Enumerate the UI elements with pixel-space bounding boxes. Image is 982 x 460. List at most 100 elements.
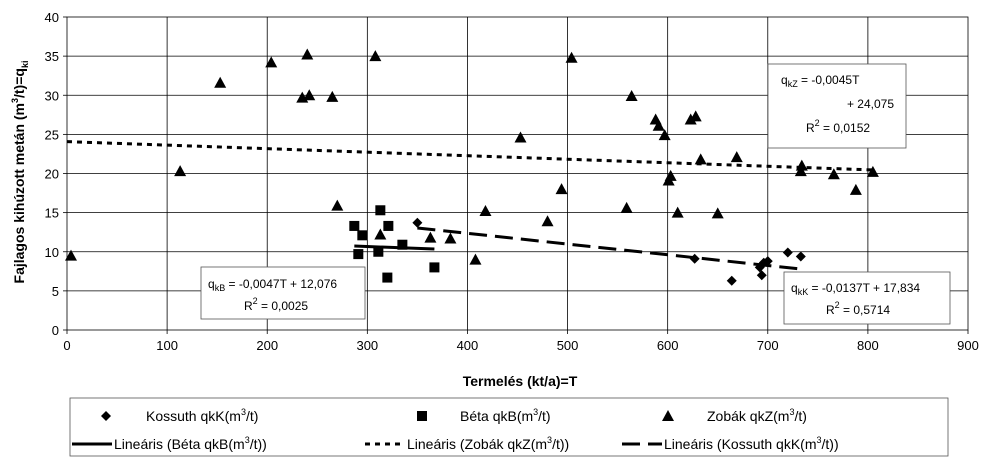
- square-point: [383, 220, 394, 231]
- svg-text:R2 = 0,0025: R2 = 0,0025: [244, 296, 308, 313]
- legend: Kossuth qkK(m3/t) Béta qkB(m3/t) Zobák qkZ…: [69, 397, 949, 457]
- legend-label: Zobák qkZ(m3/t): [707, 407, 807, 424]
- triangle-point: [369, 50, 382, 62]
- ann-kossuth-r2: = 0,5714: [840, 303, 891, 317]
- triangle-point: [444, 232, 457, 244]
- x-tick-label: 100: [156, 338, 178, 353]
- y-tick-label: 30: [45, 88, 59, 103]
- triangle-point: [652, 119, 665, 131]
- triangle-point: [514, 131, 527, 143]
- annotation-zobak: qkZ = -0,0045T + 24,075 R2 = 0,0152: [767, 63, 907, 149]
- diamond-point: [412, 217, 423, 228]
- y-tick-label: 5: [52, 284, 59, 299]
- svg-text:Fajlagos kihúzott metán (m3/t): Fajlagos kihúzott metán (m3/t)=qki: [10, 61, 30, 284]
- diamond-point: [762, 256, 773, 267]
- square-point: [373, 246, 384, 257]
- svg-text:qkB = -0,0047T + 12,076: qkB = -0,0047T + 12,076: [208, 277, 337, 293]
- triangle-point: [541, 215, 554, 227]
- square-point: [397, 239, 408, 250]
- legend-label: Lineáris (Kossuth qkK(m3/t)): [664, 435, 839, 452]
- legend-label: Kossuth qkK(m3/t): [146, 407, 258, 424]
- legend-label: Lineáris (Zobák qkZ(m3/t)): [407, 435, 569, 452]
- x-axis-title-text: Termelés (kt/a)=T: [463, 373, 578, 389]
- triangle-point: [849, 183, 862, 195]
- y-tick-label: 40: [45, 10, 59, 25]
- y-tick-label: 10: [45, 245, 59, 260]
- square-point: [349, 220, 360, 231]
- ann-beta-eq: = -0,0047T + 12,076: [225, 277, 337, 291]
- triangle-point: [684, 113, 697, 125]
- legend-label: Lineáris (Béta qkB(m3/t)): [114, 435, 267, 452]
- square-point: [429, 262, 440, 273]
- trendline-dotted: [66, 140, 873, 172]
- triangle-point: [174, 165, 187, 177]
- triangle-point: [866, 165, 879, 177]
- diamond-point: [756, 270, 767, 281]
- x-axis-title: Termelés (kt/a)=T: [463, 373, 578, 389]
- triangle-point: [214, 76, 227, 88]
- triangle-point: [65, 249, 78, 261]
- svg-text:R2 = 0,0152: R2 = 0,0152: [806, 118, 870, 135]
- x-tick-label: 0: [63, 338, 70, 353]
- diamond-point: [782, 247, 793, 258]
- triangle-point: [827, 168, 840, 180]
- triangle-point: [711, 207, 724, 219]
- triangle-point: [694, 153, 707, 165]
- ann-zobak-line2: + 24,075: [847, 97, 894, 111]
- triangle-point: [658, 129, 671, 141]
- y-tick-label: 35: [45, 49, 59, 64]
- svg-text:R2 = 0,5714: R2 = 0,5714: [826, 300, 890, 317]
- triangle-point: [374, 228, 387, 240]
- square-point: [357, 230, 368, 241]
- square-point: [353, 249, 364, 260]
- triangle-point: [424, 231, 437, 243]
- x-tick-label: 700: [757, 338, 779, 353]
- annotation-kossuth: qkK = -0,0137T + 17,834 R2 = 0,5714: [783, 271, 951, 325]
- square-point: [375, 205, 386, 216]
- ann-beta-r2: = 0,0025: [258, 299, 309, 313]
- triangle-point: [664, 169, 677, 181]
- triangle-point: [565, 51, 578, 63]
- y-tick-label: 15: [45, 206, 59, 221]
- legend-marker-triangle: [662, 410, 674, 421]
- triangle-point: [555, 183, 568, 195]
- legend-label: Béta qkB(m3/t): [460, 407, 551, 424]
- annotation-beta: qkB = -0,0047T + 12,076 R2 = 0,0025: [200, 266, 366, 320]
- triangle-point: [625, 90, 638, 102]
- legend-marker-diamond: [101, 411, 111, 421]
- axes: [63, 16, 969, 334]
- x-tick-label: 200: [256, 338, 278, 353]
- triangle-point: [620, 201, 633, 213]
- triangle-point: [479, 205, 492, 217]
- x-tick-label: 900: [957, 338, 979, 353]
- triangle-point: [326, 90, 339, 102]
- diamond-point: [689, 253, 700, 264]
- y-axis-title: Fajlagos kihúzott metán (m3/t)=qki: [10, 61, 30, 284]
- trendline-solid: [354, 244, 435, 251]
- x-tick-label: 800: [857, 338, 879, 353]
- svg-text:qkZ = -0,0045T: qkZ = -0,0045T: [781, 73, 860, 89]
- data-points: [65, 48, 879, 286]
- x-tick-label: 500: [557, 338, 579, 353]
- legend-marker-square: [417, 411, 427, 421]
- ann-zobak-r2: = 0,0152: [820, 121, 871, 135]
- svg-text:+ 24,075: + 24,075: [847, 97, 894, 111]
- triangle-point: [671, 206, 684, 218]
- triangle-point: [301, 48, 314, 60]
- gridlines: [67, 17, 968, 330]
- diamond-point: [726, 275, 737, 286]
- triangle-point: [303, 89, 316, 101]
- triangle-point: [265, 56, 278, 68]
- triangle-point: [730, 151, 743, 163]
- x-tick-label: 400: [457, 338, 479, 353]
- triangle-point: [689, 110, 702, 122]
- y-tick-label: 20: [45, 167, 59, 182]
- diamond-point: [795, 251, 806, 262]
- triangle-point: [331, 199, 344, 211]
- ann-zobak-q: q: [781, 73, 788, 87]
- x-tick-label: 600: [657, 338, 679, 353]
- triangle-point: [795, 159, 808, 171]
- square-point: [382, 272, 393, 283]
